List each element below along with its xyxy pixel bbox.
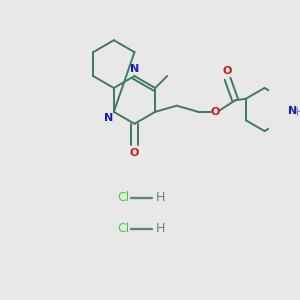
Text: H: H: [156, 222, 165, 235]
Text: Cl: Cl: [117, 191, 129, 204]
Text: O: O: [223, 66, 232, 76]
Text: Cl: Cl: [117, 222, 129, 235]
Text: O: O: [211, 107, 220, 117]
Text: N: N: [130, 64, 139, 74]
Text: N: N: [288, 106, 297, 116]
Text: H: H: [296, 108, 300, 118]
Text: N: N: [104, 112, 113, 123]
Text: H: H: [156, 191, 165, 204]
Text: O: O: [130, 148, 139, 158]
